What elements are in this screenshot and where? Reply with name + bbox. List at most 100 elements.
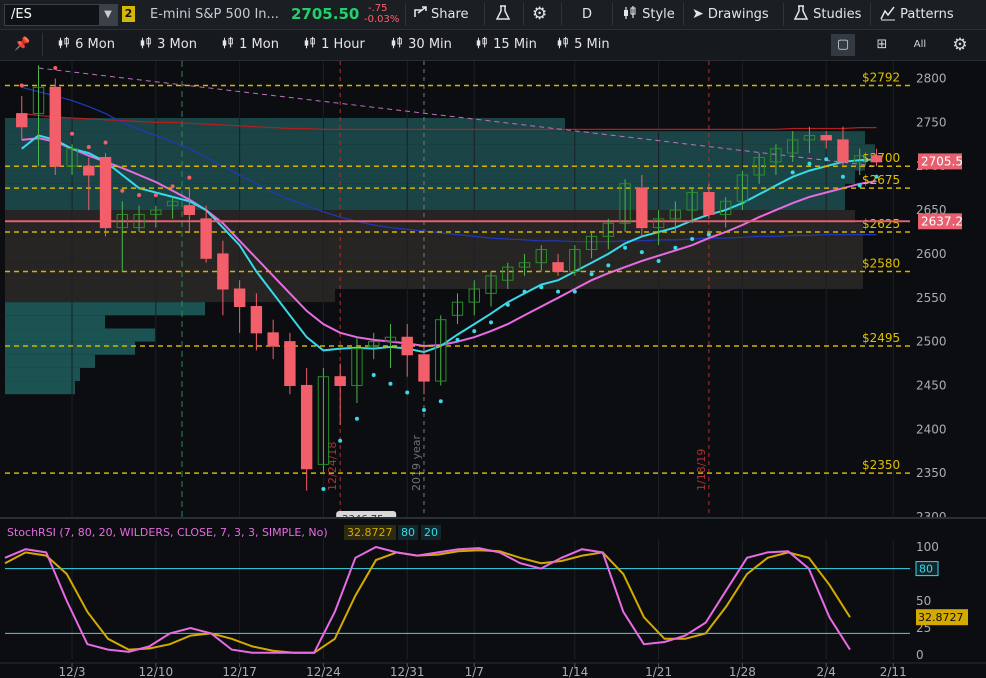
sar-dot (371, 372, 376, 377)
style-button[interactable]: Style (622, 0, 675, 29)
price-chip-label: 2637.2 (921, 214, 963, 228)
drawings-button[interactable]: ➤ Drawings (692, 0, 769, 29)
timeframe-label: 1 Mon (239, 37, 279, 52)
price-axis-tick: 2450 (916, 378, 947, 392)
all-layouts-button[interactable]: All (908, 34, 932, 56)
stoch-readout: 32.8727 (344, 525, 396, 540)
symbol-link-badge[interactable]: 2 (122, 6, 135, 22)
candle-body (133, 213, 145, 229)
timeframe-5-min[interactable]: 5 Min (556, 30, 610, 60)
net-change: -.75 (368, 3, 388, 14)
sar-dot (354, 416, 359, 421)
flask-icon (793, 5, 809, 22)
stoch-axis-tick: 50 (916, 594, 931, 608)
timeframe-1-mon[interactable]: 1 Mon (221, 30, 279, 60)
candle-body (518, 262, 531, 268)
candle-body (619, 183, 631, 224)
sar-dot (690, 237, 695, 242)
sar-dot (572, 289, 577, 294)
candlestick-icon (556, 36, 570, 52)
timeframe-3-mon[interactable]: 3 Mon (139, 30, 197, 60)
chart-settings-button[interactable]: ⚙ (532, 0, 547, 29)
candle-body (267, 332, 279, 347)
candle-body (250, 306, 263, 334)
grid-layout-button[interactable]: ⊞ (870, 34, 894, 56)
studies-button[interactable]: Studies (793, 0, 861, 29)
price-axis-tick: 2550 (916, 291, 947, 305)
timeframe-1-hour[interactable]: 1 Hour (303, 30, 365, 60)
price-chip-label: 2705.5 (921, 154, 963, 168)
candlestick-icon (390, 36, 404, 52)
candle-body (166, 200, 179, 207)
candle-body (317, 376, 330, 465)
profile-bar (5, 157, 865, 171)
volume-profile (5, 118, 875, 395)
sar-dot (874, 174, 879, 179)
period-selector[interactable]: D (582, 0, 592, 29)
price-level-label: $2495 (862, 331, 900, 345)
candlestick-icon (475, 36, 489, 52)
price-chip (918, 153, 962, 170)
profile-bar (5, 170, 855, 184)
single-layout-button[interactable]: ▢ (831, 34, 855, 56)
sar-dot (19, 83, 24, 88)
profile-bar (5, 302, 205, 316)
pane-divider[interactable] (0, 517, 986, 519)
candle-body (820, 135, 832, 141)
candle-body (368, 341, 380, 347)
symbol-selector[interactable]: /ES ▼ (4, 4, 118, 26)
candle-body (585, 235, 598, 251)
sar-dot (421, 408, 426, 413)
stoch-readout-chip (916, 609, 968, 626)
candle-body (468, 288, 480, 303)
candlestick-icon (622, 6, 638, 22)
chart-gear-button[interactable]: ⚙ (948, 34, 972, 56)
low-marker-bubble (336, 511, 397, 517)
candle-body (669, 209, 682, 220)
pin-button[interactable]: 📌 (14, 30, 30, 60)
profile-bar (5, 144, 875, 158)
drawings-label: Drawings (707, 7, 769, 22)
low-marker-label: 2346.75 (342, 514, 383, 517)
patterns-button[interactable]: Patterns (880, 0, 954, 29)
candlestick-icon (57, 36, 71, 52)
candle-body (569, 249, 581, 272)
sar-dot (438, 399, 443, 404)
date-axis-label: 12/17 (222, 665, 257, 678)
timeframe-label: 15 Min (493, 37, 537, 52)
candle-body (451, 301, 464, 316)
timeframe-15-min[interactable]: 15 Min (475, 30, 537, 60)
flask-button[interactable] (495, 0, 511, 29)
date-axis-label: 1/14 (561, 665, 588, 678)
stoch-axis-tick: 0 (916, 648, 924, 662)
sar-dot (103, 140, 108, 145)
profile-bar (5, 131, 865, 145)
symbol-text[interactable]: /ES (11, 7, 32, 22)
sar-dot (405, 390, 410, 395)
timeframe-30-min[interactable]: 30 Min (390, 30, 452, 60)
candle-body (16, 113, 28, 128)
candle-body (636, 187, 648, 229)
candle-body (384, 336, 397, 343)
cursor-arrow-icon: ➤ (692, 6, 704, 22)
gear-icon: ⚙ (532, 4, 548, 24)
stoch-lower-bound: 20 (421, 525, 441, 540)
symbol-description: E-mini S&P 500 In... (150, 7, 279, 22)
timeframe-6-mon[interactable]: 6 Mon (57, 30, 115, 60)
profile-bar (5, 223, 863, 237)
stoch-lines (4, 545, 851, 654)
profile-bar (5, 196, 845, 211)
date-marker-label: 2019 year (410, 434, 423, 491)
sar-dot (70, 131, 75, 136)
timeframe-label: 5 Min (574, 37, 610, 52)
share-button[interactable]: Share (413, 0, 469, 29)
sar-dot (153, 193, 158, 198)
stoch-bound-chip (915, 561, 939, 577)
date-marker-label: 12/24/18 (326, 442, 339, 491)
candle-body (83, 165, 95, 176)
sar-dot (388, 381, 393, 386)
share-label: Share (431, 7, 469, 22)
chevron-down-icon[interactable]: ▼ (99, 5, 117, 25)
